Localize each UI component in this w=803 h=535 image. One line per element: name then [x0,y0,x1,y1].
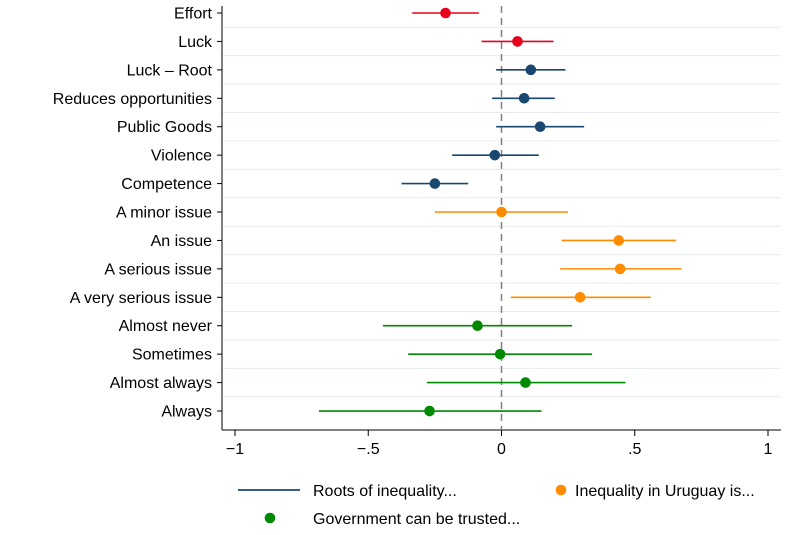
y-tick-label: Almost always [110,375,212,392]
legend: Roots of inequality... Inequality in Urug… [238,483,755,528]
x-tick-label: 0 [497,441,506,458]
legend-label: Inequality in Uruguay is... [575,483,755,500]
y-tick-label: Sometimes [132,347,212,364]
point-estimate [520,377,531,388]
legend-label: Roots of inequality... [313,483,457,500]
point-estimate [512,36,523,47]
y-tick-label: A serious issue [104,261,212,278]
y-tick-label: Violence [151,148,212,165]
point-estimate [429,178,441,189]
x-tick-label: .5 [628,441,641,458]
point-estimate [614,263,626,275]
plot-area [318,6,682,430]
x-tick-label: −1 [226,441,244,458]
y-tick-label: An issue [151,233,212,250]
axes: Effort Luck Luck – Root Reduces opportuniti… [53,6,781,458]
y-tick-label: A very serious issue [70,290,212,307]
y-tick-label: Effort [174,6,213,23]
point-estimate [424,405,435,417]
point-estimate [534,121,546,133]
point-estimate [525,64,537,76]
y-tick-label: Reduces opportunities [53,91,212,108]
point-estimate [489,149,501,161]
point-estimate [613,235,625,246]
x-tick-label: −.5 [357,441,380,458]
legend-dot-marker [555,484,567,496]
legend-dot-marker [264,512,276,524]
y-tick-label: Competence [121,176,212,193]
x-tick-label: 1 [764,441,773,458]
y-tick-label: Luck – Root [127,62,213,79]
point-estimate [518,92,530,104]
y-tick-label: Luck [178,34,213,51]
point-estimate [472,320,483,332]
y-tick-label: Almost never [119,318,213,335]
legend-label: Government can be trusted... [313,511,520,528]
y-tick-label: A minor issue [116,205,212,222]
point-estimate [496,206,507,218]
y-tick-label: Public Goods [117,119,212,136]
point-estimate [494,348,506,360]
point-estimate [574,292,586,303]
point-estimate [440,7,451,19]
y-tick-label: Always [161,404,212,421]
